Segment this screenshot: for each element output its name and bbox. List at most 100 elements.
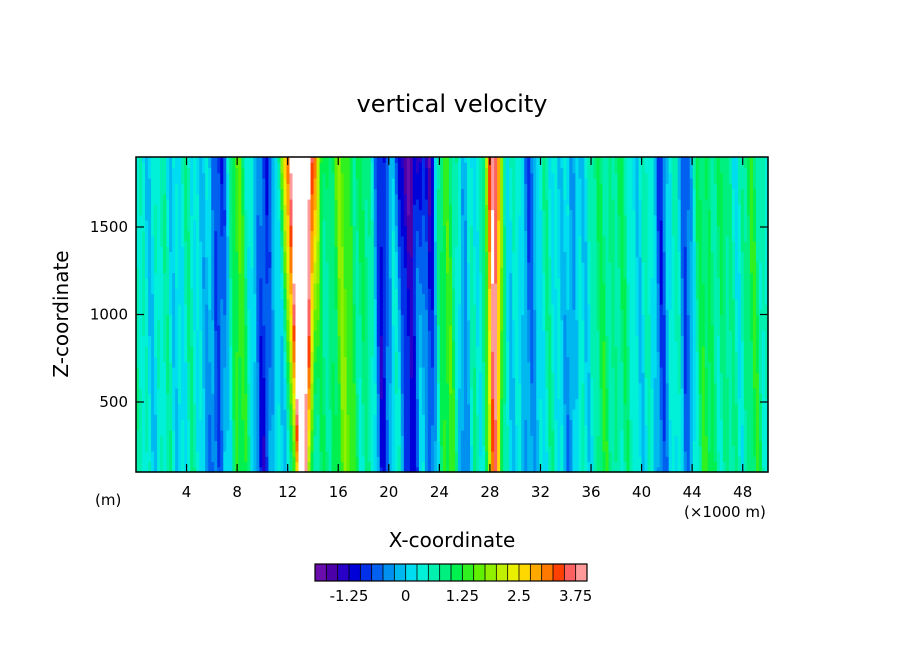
heatmap-cell xyxy=(223,178,227,184)
heatmap-cell xyxy=(196,445,200,452)
heatmap-cell xyxy=(193,388,197,394)
heatmap-cell xyxy=(370,424,375,431)
heatmap-cell xyxy=(205,293,209,300)
heatmap-cell xyxy=(154,330,158,337)
heatmap-cell xyxy=(154,388,158,394)
heatmap-cell xyxy=(196,388,200,394)
heatmap-cell xyxy=(304,293,309,300)
heatmap-cell xyxy=(265,267,270,274)
heatmap-cell xyxy=(298,277,303,284)
heatmap-cell xyxy=(310,251,315,258)
heatmap-cell xyxy=(211,356,215,363)
heatmap-cell xyxy=(256,188,260,195)
heatmap-cell xyxy=(151,304,155,310)
heatmap-cell xyxy=(298,340,303,347)
heatmap-cell xyxy=(142,466,146,473)
heatmap-cell xyxy=(151,335,155,342)
heatmap-cell xyxy=(319,356,324,363)
heatmap-cell xyxy=(211,325,215,331)
heatmap-cell xyxy=(214,188,218,195)
heatmap-cell xyxy=(307,403,312,410)
heatmap-cell xyxy=(256,309,260,316)
heatmap-cell xyxy=(346,293,351,300)
heatmap-cell xyxy=(304,372,309,379)
heatmap-cell xyxy=(268,178,273,184)
heatmap-cell xyxy=(193,298,197,305)
heatmap-cell xyxy=(172,214,176,221)
heatmap-cell xyxy=(193,288,197,295)
heatmap-cell xyxy=(184,277,188,284)
heatmap-cell xyxy=(196,377,200,384)
heatmap-cell xyxy=(283,430,288,436)
heatmap-cell xyxy=(208,183,212,190)
heatmap-cell xyxy=(139,393,143,400)
heatmap-cell xyxy=(283,340,288,347)
heatmap-cell xyxy=(208,246,212,253)
heatmap-cell xyxy=(211,456,215,463)
heatmap-cell xyxy=(289,346,294,352)
heatmap-cell xyxy=(322,398,327,405)
heatmap-cell xyxy=(193,409,197,415)
heatmap-cell xyxy=(214,440,218,447)
heatmap-cell xyxy=(148,235,152,242)
heatmap-cell xyxy=(295,214,300,221)
heatmap-cell xyxy=(259,393,263,400)
heatmap-cell xyxy=(178,330,182,337)
heatmap-cell xyxy=(295,277,300,284)
heatmap-cell xyxy=(169,440,173,447)
heatmap-cell xyxy=(319,393,324,400)
heatmap-cell xyxy=(373,167,378,174)
heatmap-cell xyxy=(328,367,333,373)
heatmap-cell xyxy=(304,199,309,205)
heatmap-cell xyxy=(172,435,176,442)
heatmap-cell xyxy=(205,304,209,310)
heatmap-cell xyxy=(316,235,321,242)
heatmap-cell xyxy=(340,372,345,379)
heatmap-cell xyxy=(235,309,239,316)
heatmap-cell xyxy=(346,167,351,174)
heatmap-cell xyxy=(169,293,173,300)
heatmap-cell xyxy=(196,319,200,326)
heatmap-cell xyxy=(163,188,167,195)
heatmap-cell xyxy=(166,309,170,316)
heatmap-cell xyxy=(151,356,155,363)
heatmap-cell xyxy=(271,246,276,253)
heatmap-cell xyxy=(364,325,369,331)
heatmap-cell xyxy=(295,309,300,316)
heatmap-cell xyxy=(166,440,170,447)
heatmap-cell xyxy=(205,283,209,289)
heatmap-cell xyxy=(280,461,285,468)
heatmap-cell xyxy=(151,230,155,237)
heatmap-cell xyxy=(256,451,260,457)
heatmap-cell xyxy=(178,340,182,347)
heatmap-cell xyxy=(145,435,149,442)
heatmap-cell xyxy=(184,162,188,169)
heatmap-cell xyxy=(286,346,291,352)
heatmap-cell xyxy=(358,330,363,337)
heatmap-cell xyxy=(193,414,197,421)
heatmap-cell xyxy=(157,382,161,389)
heatmap-cell xyxy=(229,351,233,358)
heatmap-cell xyxy=(265,466,270,473)
heatmap-cell xyxy=(334,314,339,321)
heatmap-cell xyxy=(268,230,273,237)
heatmap-cell xyxy=(283,440,288,447)
heatmap-cell xyxy=(382,440,387,447)
heatmap-cell xyxy=(169,262,173,268)
heatmap-cell xyxy=(172,183,176,190)
heatmap-cell xyxy=(313,220,318,226)
heatmap-cell xyxy=(274,157,279,163)
heatmap-cell xyxy=(364,419,369,426)
heatmap-cell xyxy=(292,398,297,405)
heatmap-cell xyxy=(268,256,273,263)
heatmap-cell xyxy=(379,293,384,300)
heatmap-cell xyxy=(313,430,318,436)
heatmap-cell xyxy=(205,403,209,410)
heatmap-cell xyxy=(139,214,143,221)
heatmap-cell xyxy=(256,388,260,394)
heatmap-cell xyxy=(220,372,224,379)
heatmap-cell xyxy=(265,298,270,305)
heatmap-cell xyxy=(142,372,146,379)
heatmap-cell xyxy=(199,167,203,174)
heatmap-cell xyxy=(259,188,263,195)
